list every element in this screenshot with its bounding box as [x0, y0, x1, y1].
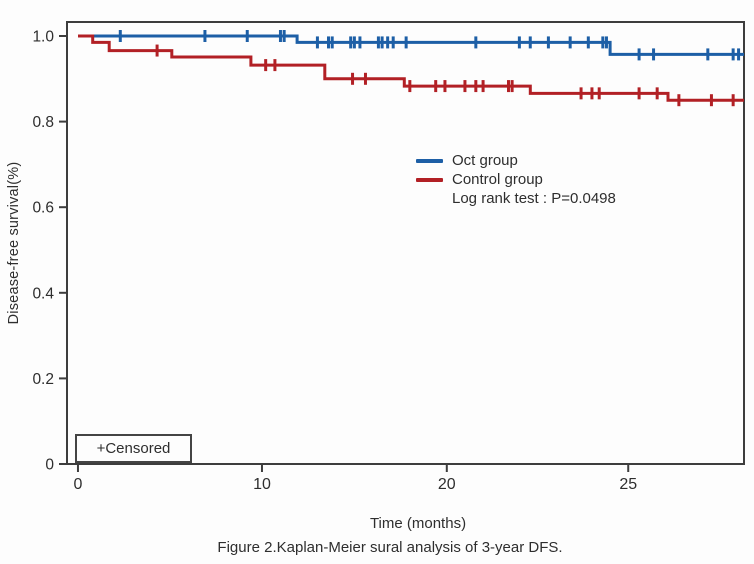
- censored-legend-box: +Censored: [75, 434, 192, 463]
- legend-label-control: Control group: [452, 171, 543, 188]
- legend-item-logrank: Log rank test : P=0.0498: [416, 189, 616, 208]
- x-tick-label: 0: [74, 476, 83, 493]
- plot-border: [66, 21, 745, 465]
- y-tick-label: 0.6: [32, 200, 54, 217]
- oct-group-line-swatch: [416, 158, 443, 163]
- control-group-line-swatch: [416, 177, 443, 182]
- y-tick-label: 0.8: [32, 114, 54, 131]
- legend-swatch-spacer: [416, 197, 443, 201]
- y-tick-label: 0.2: [32, 371, 54, 388]
- legend-item-oct: Oct group: [416, 151, 616, 170]
- x-tick-label: 20: [438, 476, 456, 493]
- x-tick-label: 10: [253, 476, 271, 493]
- x-axis-title: Time (months): [369, 515, 467, 532]
- x-tick-label: 25: [619, 476, 637, 493]
- censored-label: +Censored: [96, 440, 171, 457]
- y-tick-label: 0: [45, 457, 54, 474]
- legend-label-oct: Oct group: [452, 152, 518, 169]
- figure-caption: Figure 2.Kaplan-Meier sural analysis of …: [217, 539, 563, 556]
- survival-curve-oct-group: [78, 34, 744, 56]
- y-tick-label: 1.0: [32, 29, 54, 46]
- survival-curve-control-group: [78, 34, 744, 102]
- legend-item-control: Control group: [416, 170, 616, 189]
- legend: Oct group Control group Log rank test : …: [416, 151, 616, 208]
- y-axis-title: Disease-free survival(%): [6, 161, 22, 325]
- y-tick-label: 0.4: [32, 285, 54, 302]
- log-rank-test-text: Log rank test : P=0.0498: [452, 190, 616, 207]
